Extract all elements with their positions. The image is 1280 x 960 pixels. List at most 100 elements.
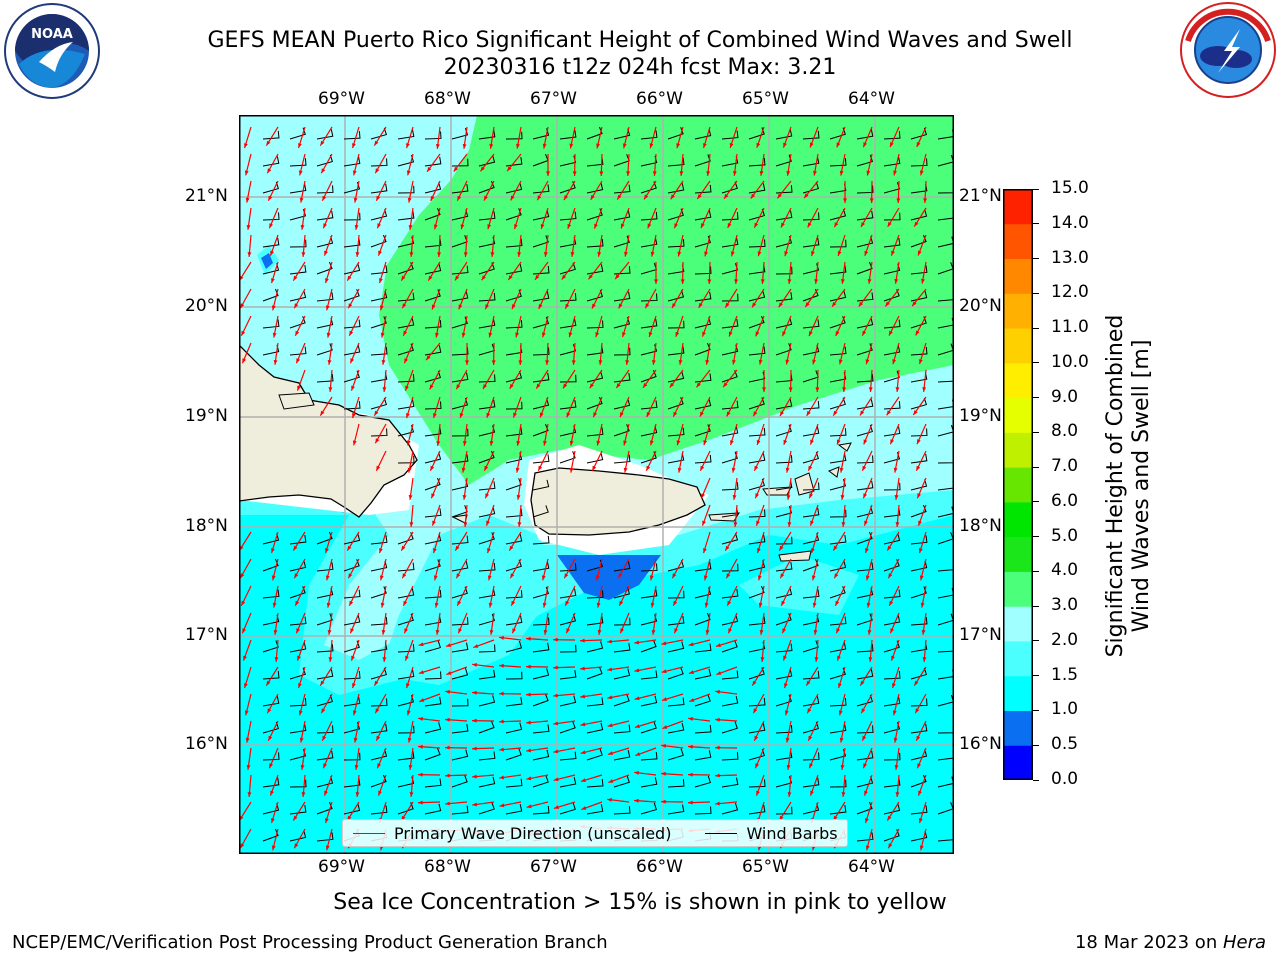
wave-direction-arrowhead <box>921 629 926 635</box>
wave-direction-arrowhead <box>375 438 380 444</box>
wave-direction-arrowhead <box>697 194 702 200</box>
wave-direction-arrowhead <box>563 383 568 389</box>
wind-barb <box>748 239 766 248</box>
wave-direction-arrowhead <box>485 304 489 310</box>
wind-barb <box>451 184 469 194</box>
wind-barb <box>559 563 577 572</box>
wave-direction-arrowhead <box>834 573 839 579</box>
wave-direction-arrowhead <box>328 657 333 662</box>
wave-direction-arrowhead <box>595 332 600 338</box>
wind-barb <box>451 235 468 248</box>
wave-direction-arrowhead <box>348 573 353 579</box>
wave-direction-arrowhead <box>463 252 468 257</box>
wind-barb <box>478 155 496 167</box>
wind-barb <box>613 184 631 194</box>
wind-barb <box>667 183 685 194</box>
wave-direction-arrowhead <box>809 142 814 148</box>
wave-direction-arrowhead <box>594 223 598 229</box>
wave-direction-arrowhead <box>836 439 841 445</box>
wave-direction-arrowhead <box>455 545 460 551</box>
wind-barb <box>721 533 739 545</box>
wind-barb <box>316 185 334 194</box>
wind-barb <box>316 694 334 707</box>
wind-barb <box>856 373 874 383</box>
wind-barb <box>505 131 523 140</box>
wind-barb <box>829 239 847 248</box>
wave-direction-arrowhead <box>885 301 890 307</box>
wave-direction-arrowhead <box>757 575 762 581</box>
wave-direction-arrowhead <box>374 410 379 416</box>
wind-barb <box>343 803 361 815</box>
colorbar-tick-mark <box>1033 223 1039 225</box>
wave-direction-arrowhead <box>436 441 441 446</box>
wind-barb <box>802 400 820 410</box>
wave-direction-arrowhead <box>661 697 667 701</box>
wind-barb <box>424 778 442 788</box>
wind-barb <box>667 371 685 383</box>
wave-direction-arrowhead <box>408 764 413 770</box>
wave-direction-arrowhead <box>808 735 813 741</box>
wave-direction-arrowhead <box>428 275 433 281</box>
wind-barb <box>289 535 307 545</box>
wave-direction-arrowhead <box>730 440 734 446</box>
wave-direction-arrowhead <box>782 331 786 337</box>
wind-barb <box>883 508 901 518</box>
wind-barb <box>775 725 793 734</box>
wave-direction-arrowhead <box>920 602 925 608</box>
colorbar-tick-label: 4.0 <box>1051 560 1079 581</box>
wind-barb <box>775 266 793 275</box>
wave-direction-arrowhead <box>781 222 785 228</box>
wave-direction-arrowhead <box>892 710 897 716</box>
wind-barb <box>586 778 604 788</box>
wave-direction-arrowhead <box>294 303 299 309</box>
wind-barb <box>262 212 280 221</box>
wind-barb <box>721 589 739 599</box>
wind-barb <box>640 293 658 302</box>
wind-barb <box>397 455 415 464</box>
wind-barb <box>910 774 927 788</box>
wave-direction-arrowhead <box>673 600 678 606</box>
wind-barb <box>559 344 577 356</box>
wind-barb <box>721 696 739 707</box>
colorbar-title-line1: Significant Height of Combined <box>1103 314 1128 658</box>
wind-barb <box>532 642 550 653</box>
wave-direction-arrowhead <box>607 751 613 755</box>
wind-barb <box>505 534 523 545</box>
lat-label-left: 16°N <box>185 734 228 754</box>
wave-direction-arrowhead <box>861 708 866 714</box>
wind-barb <box>667 697 685 707</box>
wave-direction-arrowhead <box>634 724 640 728</box>
wave-direction-arrowhead <box>488 602 493 608</box>
wave-direction-arrowhead <box>917 439 921 445</box>
wind-barb <box>910 158 928 167</box>
wave-direction-arrowhead <box>596 440 601 446</box>
wind-barb <box>262 670 280 680</box>
wave-direction-arrowhead <box>843 198 847 203</box>
wind-barb <box>370 316 387 329</box>
wave-direction-arrowhead <box>688 744 693 749</box>
wave-direction-arrowhead <box>762 387 766 392</box>
wind-barb <box>370 209 388 221</box>
wind-barb <box>262 589 280 599</box>
wave-direction-arrowhead <box>409 252 414 257</box>
wave-direction-arrowhead <box>458 628 462 634</box>
wave-direction-arrowhead <box>678 359 683 365</box>
wind-barb <box>721 670 739 680</box>
wind-barb <box>532 184 550 194</box>
wave-direction-arrowhead <box>445 801 450 806</box>
wave-direction-arrowhead <box>923 198 928 203</box>
wind-barb <box>478 129 496 140</box>
wave-direction-arrowhead <box>886 410 891 416</box>
wave-direction-arrowhead <box>787 279 792 284</box>
wave-direction-arrowhead <box>707 279 712 284</box>
wave-direction-arrowhead <box>487 548 491 554</box>
colorbar-tick-label: 2.0 <box>1051 629 1079 650</box>
wind-barb <box>559 802 576 815</box>
wave-direction-arrowhead <box>634 696 640 701</box>
wave-direction-arrowhead <box>677 251 682 257</box>
wave-direction-arrowhead <box>408 494 413 500</box>
wave-direction-arrowhead <box>406 170 411 176</box>
wind-barb <box>613 643 631 653</box>
wave-direction-arrowhead <box>245 197 250 203</box>
wave-direction-arrowhead <box>623 440 627 446</box>
